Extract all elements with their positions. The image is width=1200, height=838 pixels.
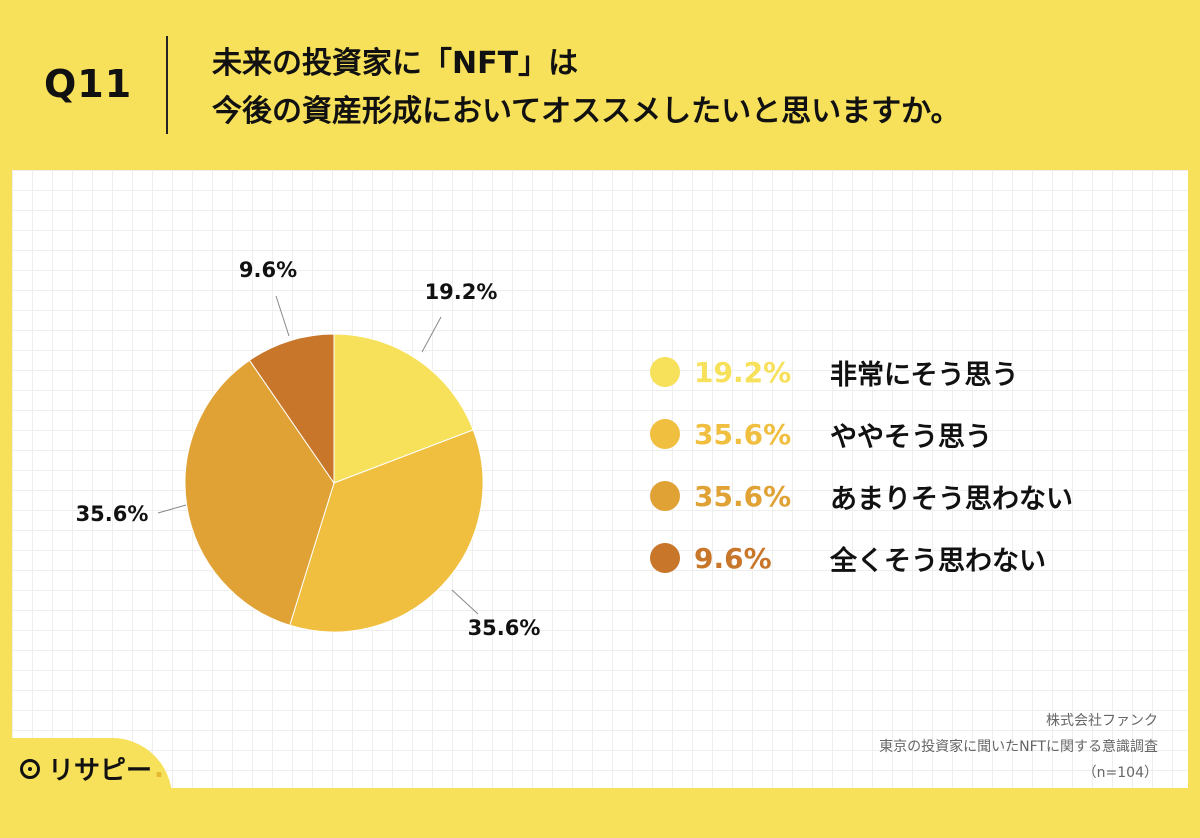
leader-line-4 — [275, 295, 290, 337]
pie-data-labels: 19.2% 35.6% 35.6% 9.6% — [76, 258, 541, 640]
pie-slice-3 — [184, 359, 335, 626]
leader-line-3 — [157, 504, 187, 514]
legend-item-2: 35.6% ややそう思う — [650, 414, 1073, 454]
question-title: 未来の投資家に「NFT」は 今後の資産形成においてオススメしたいと思いますか。 — [212, 40, 961, 136]
brand-logo-dot: . — [154, 753, 164, 784]
legend-percent-4: 9.6% — [694, 541, 772, 575]
legend-swatch-4 — [650, 543, 680, 573]
legend: 19.2% 非常にそう思う 35.6% ややそう思う 35.6% あまりそう思わない 9.6… — [650, 352, 1073, 600]
source-survey-name: 東京の投資家に聞いたNFTに関する意識調査 — [879, 739, 1158, 755]
legend-item-1: 19.2% 非常にそう思う — [650, 352, 1073, 392]
leader-line-2 — [451, 589, 479, 615]
data-label-2: 35.6% — [468, 616, 541, 640]
legend-percent-2: 35.6% — [694, 417, 792, 451]
pie-slice-2 — [289, 429, 484, 633]
source-sample-size: （n=104） — [1082, 765, 1158, 781]
pie-slice-4 — [248, 333, 335, 485]
legend-label-4: 全くそう思わない — [830, 545, 1046, 577]
leader-line-1 — [421, 316, 442, 353]
question-title-line-2: 今後の資産形成においてオススメしたいと思いますか。 — [212, 94, 961, 129]
data-label-1: 19.2% — [425, 280, 498, 304]
data-label-3: 35.6% — [76, 502, 149, 526]
source-company: 株式会社ファンク — [1046, 713, 1158, 729]
legend-percent-1: 19.2% — [694, 355, 792, 389]
legend-label-1: 非常にそう思う — [830, 359, 1019, 391]
data-label-4: 9.6% — [239, 258, 297, 282]
pie-chart: 19.2% 35.6% 35.6% 9.6% — [76, 258, 541, 640]
question-title-line-1: 未来の投資家に「NFT」は — [212, 46, 579, 81]
legend-item-3: 35.6% あまりそう思わない — [650, 476, 1073, 516]
legend-label-3: あまりそう思わない — [830, 483, 1073, 515]
legend-swatch-1 — [650, 357, 680, 387]
pie-leader-lines — [157, 295, 479, 615]
legend-swatch-3 — [650, 481, 680, 511]
header: Q11 未来の投資家に「NFT」は 今後の資産形成においてオススメしたいと思いま… — [0, 0, 1200, 170]
legend-percent-3: 35.6% — [694, 479, 792, 513]
pie-slices — [184, 333, 484, 633]
brand-logo: リサピー . — [20, 750, 164, 787]
header-divider — [166, 36, 168, 134]
pie-slice-1 — [333, 333, 474, 484]
pin-icon — [20, 758, 40, 779]
legend-swatch-2 — [650, 419, 680, 449]
source-note: 株式会社ファンク 東京の投資家に聞いたNFTに関する意識調査 （n=104） — [879, 708, 1158, 786]
brand-logo-text: リサピー — [48, 756, 153, 786]
legend-item-4: 9.6% 全くそう思わない — [650, 538, 1073, 578]
question-number: Q11 — [44, 62, 133, 106]
legend-label-2: ややそう思う — [830, 421, 992, 453]
